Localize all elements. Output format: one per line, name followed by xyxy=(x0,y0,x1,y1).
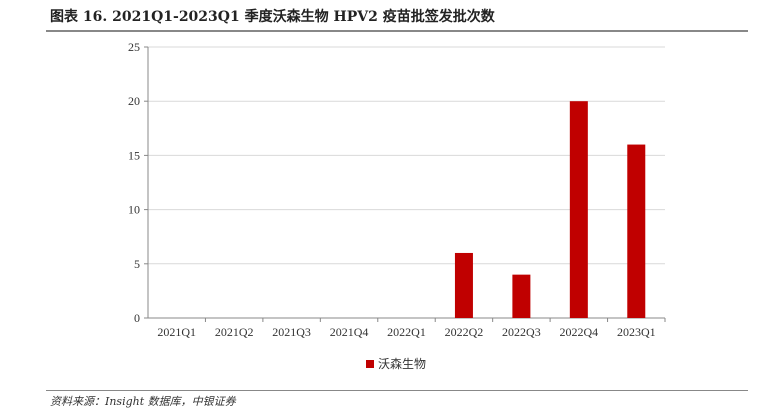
x-tick-label: 2022Q3 xyxy=(502,325,541,339)
x-tick-label: 2021Q2 xyxy=(215,325,254,339)
x-tick-label: 2021Q3 xyxy=(272,325,311,339)
x-tick-label: 2021Q4 xyxy=(330,325,369,339)
x-tick-label: 2022Q4 xyxy=(559,325,598,339)
legend-swatch xyxy=(366,360,374,368)
chart-title: 图表 16. 2021Q1-2023Q1 季度沃森生物 HPV2 疫苗批签发批次… xyxy=(50,9,495,25)
footer-divider xyxy=(46,390,748,391)
bar xyxy=(569,101,588,318)
y-tick-label: 0 xyxy=(134,311,140,325)
x-tick-label: 2022Q2 xyxy=(445,325,484,339)
bar xyxy=(454,252,473,318)
y-tick-label: 5 xyxy=(134,257,140,271)
x-tick-label: 2022Q1 xyxy=(387,325,426,339)
y-tick-label: 25 xyxy=(128,40,140,54)
x-tick-label: 2023Q1 xyxy=(617,325,656,339)
x-tick-label: 2021Q1 xyxy=(157,325,196,339)
bar xyxy=(627,144,646,318)
legend-label: 沃森生物 xyxy=(378,356,426,371)
y-tick-label: 15 xyxy=(128,148,140,162)
y-tick-label: 20 xyxy=(128,94,140,108)
y-tick-label: 10 xyxy=(128,203,140,217)
top-divider xyxy=(46,30,748,32)
bar xyxy=(512,274,531,318)
source-note: 资料来源：Insight 数据库，中银证券 xyxy=(50,395,236,408)
